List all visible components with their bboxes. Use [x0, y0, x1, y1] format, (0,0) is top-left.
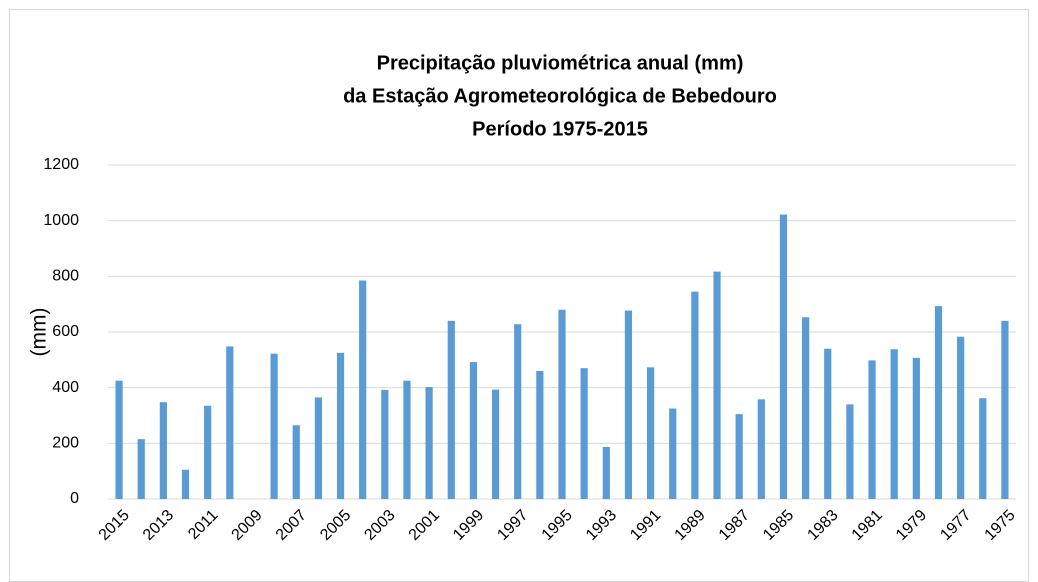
bar: [824, 348, 832, 499]
y-axis-label: (mm): [28, 308, 51, 357]
chart-title: da Estação Agrometeorológica de Bebedour…: [343, 85, 777, 107]
bar: [558, 309, 566, 499]
y-tick-label: 1200: [43, 156, 79, 173]
bar: [292, 425, 300, 499]
bar: [624, 310, 633, 499]
bar: [447, 320, 455, 499]
bar: [713, 271, 721, 499]
bar: [514, 324, 522, 499]
bar: [159, 402, 167, 499]
y-tick-label: 0: [70, 490, 79, 507]
bar: [181, 469, 190, 499]
bar: [979, 398, 987, 499]
bar: [646, 367, 655, 499]
y-tick-label: 1000: [43, 212, 79, 229]
y-tick-label: 400: [52, 379, 79, 396]
bar: [691, 291, 699, 499]
bar: [669, 408, 677, 499]
bar: [425, 387, 433, 499]
bar: [868, 360, 876, 499]
bar: [846, 404, 854, 499]
bar: [602, 446, 610, 499]
bar: [934, 306, 943, 499]
bar: [491, 389, 500, 499]
bar: [957, 336, 965, 499]
bar: [314, 397, 322, 499]
chart-title: Período 1975-2015: [472, 118, 648, 140]
bar: [757, 399, 765, 499]
y-tick-label: 200: [52, 435, 79, 452]
bar: [137, 439, 145, 499]
bar: [226, 346, 234, 499]
bar: [580, 368, 588, 499]
bar: [802, 317, 810, 499]
bar: [403, 380, 411, 499]
chart-title: Precipitação pluviométrica anual (mm): [377, 52, 744, 74]
bar: [270, 353, 278, 499]
bar: [912, 357, 920, 499]
bar: [115, 380, 123, 499]
bar: [469, 362, 478, 499]
bar: [779, 214, 788, 499]
y-tick-label: 600: [52, 323, 79, 340]
bar: [735, 414, 743, 499]
bar: [890, 349, 898, 499]
bar: [536, 370, 544, 499]
bar: [381, 389, 389, 499]
y-tick-label: 800: [52, 268, 79, 285]
bar: [204, 405, 212, 499]
bar: [1001, 320, 1009, 499]
bar: [336, 352, 345, 499]
bar: [359, 280, 367, 499]
